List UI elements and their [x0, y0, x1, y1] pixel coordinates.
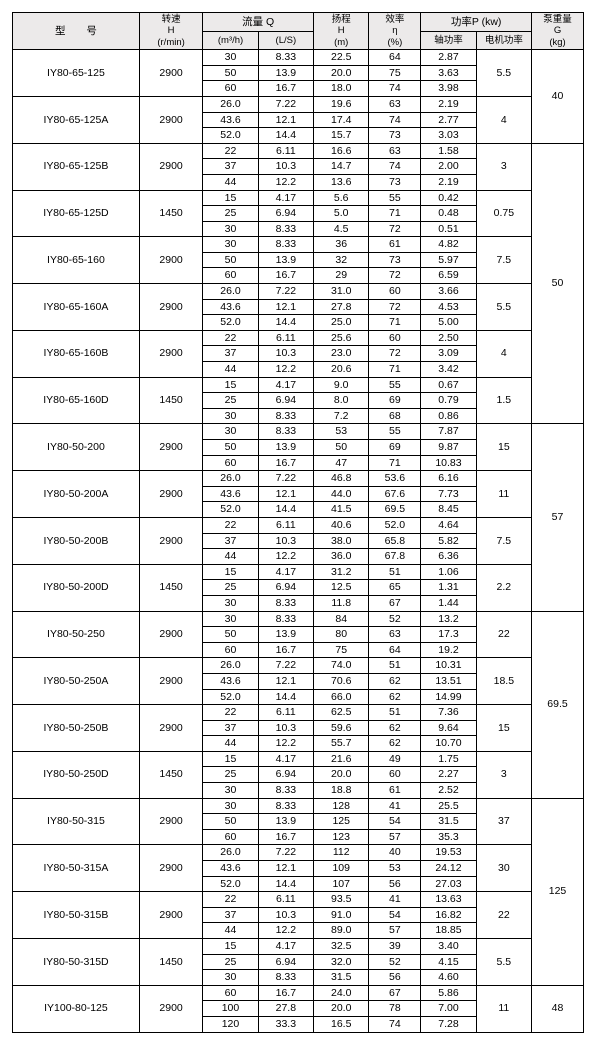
rpm: 1450 [139, 377, 202, 424]
rpm: 2900 [139, 284, 202, 331]
table-row: IY80-50-315D1450154.1732.5393.405.5 [13, 939, 584, 955]
motor-power: 11 [476, 471, 531, 518]
table-row: IY80-65-125D1450154.175.6550.420.75 [13, 190, 584, 206]
table-row: IY80-50-2002900308.3353557.871557 [13, 424, 584, 440]
table-row: IY80-50-315A290026.07.221124019.5330 [13, 845, 584, 861]
table-row: IY80-65-160B2900226.1125.6602.504 [13, 330, 584, 346]
table-row: IY80-65-125B2900226.1116.6631.58350 [13, 143, 584, 159]
motor-power: 18.5 [476, 658, 531, 705]
model-name: IY80-65-160D [13, 377, 140, 424]
weight: 48 [532, 985, 584, 1032]
model-name: IY80-50-200 [13, 424, 140, 471]
model-name: IY80-50-315A [13, 845, 140, 892]
weight: 69.5 [532, 611, 584, 798]
motor-power: 2.2 [476, 564, 531, 611]
rpm: 1450 [139, 751, 202, 798]
table-row: IY80-65-160A290026.07.2231.0603.665.5 [13, 284, 584, 300]
motor-power: 22 [476, 611, 531, 658]
table-row: IY80-65-1252900308.3322.5642.875.540 [13, 50, 584, 66]
model-name: IY80-65-125B [13, 143, 140, 190]
rpm: 2900 [139, 845, 202, 892]
table-row: IY80-65-1602900308.3336614.827.5 [13, 237, 584, 253]
rpm: 2900 [139, 471, 202, 518]
rpm: 2900 [139, 517, 202, 564]
table-row: IY80-65-125A290026.07.2219.6632.194 [13, 96, 584, 112]
motor-power: 11 [476, 985, 531, 1032]
model-name: IY80-65-125 [13, 50, 140, 97]
motor-power: 5.5 [476, 284, 531, 331]
motor-power: 4 [476, 330, 531, 377]
motor-power: 5.5 [476, 50, 531, 97]
table-row: IY80-65-160D1450154.179.0550.671.5 [13, 377, 584, 393]
rpm: 2900 [139, 424, 202, 471]
model-name: IY80-50-250A [13, 658, 140, 705]
table-row: IY100-80-12529006016.724.0675.861148 [13, 985, 584, 1001]
rpm: 2900 [139, 143, 202, 190]
motor-power: 7.5 [476, 237, 531, 284]
motor-power: 30 [476, 845, 531, 892]
model-name: IY80-50-315B [13, 892, 140, 939]
rpm: 1450 [139, 564, 202, 611]
motor-power: 0.75 [476, 190, 531, 237]
rpm: 2900 [139, 237, 202, 284]
motor-power: 3 [476, 143, 531, 190]
table-row: IY80-50-250D1450154.1721.6491.753 [13, 751, 584, 767]
motor-power: 37 [476, 798, 531, 845]
table-row: IY80-50-200A290026.07.2246.853.66.1611 [13, 471, 584, 487]
table-row: IY80-50-200B2900226.1140.652.04.647.5 [13, 517, 584, 533]
rpm: 2900 [139, 705, 202, 752]
model-name: IY80-50-315 [13, 798, 140, 845]
model-name: IY80-50-200B [13, 517, 140, 564]
rpm: 1450 [139, 190, 202, 237]
model-name: IY80-50-250D [13, 751, 140, 798]
motor-power: 1.5 [476, 377, 531, 424]
table-row: IY80-50-250A290026.07.2274.05110.3118.5 [13, 658, 584, 674]
rpm: 2900 [139, 611, 202, 658]
table-row: IY80-50-3152900308.331284125.537125 [13, 798, 584, 814]
table-row: IY80-50-250B2900226.1162.5517.3615 [13, 705, 584, 721]
rpm: 1450 [139, 939, 202, 986]
motor-power: 7.5 [476, 517, 531, 564]
rpm: 2900 [139, 658, 202, 705]
motor-power: 15 [476, 705, 531, 752]
model-name: IY80-50-250B [13, 705, 140, 752]
model-name: IY80-50-200A [13, 471, 140, 518]
rpm: 2900 [139, 330, 202, 377]
model-name: IY80-65-125D [13, 190, 140, 237]
motor-power: 3 [476, 751, 531, 798]
weight: 57 [532, 424, 584, 611]
pump-spec-table: 型 号转速H(r/min)流量 Q扬程H(m)效率η(%)功率P (kw)泵重量… [12, 12, 584, 1033]
motor-power: 15 [476, 424, 531, 471]
motor-power: 22 [476, 892, 531, 939]
rpm: 2900 [139, 96, 202, 143]
rpm: 2900 [139, 798, 202, 845]
model-name: IY80-65-160 [13, 237, 140, 284]
weight: 125 [532, 798, 584, 985]
weight: 50 [532, 143, 584, 424]
table-row: IY80-50-2502900308.33845213.22269.5 [13, 611, 584, 627]
model-name: IY80-50-315D [13, 939, 140, 986]
motor-power: 4 [476, 96, 531, 143]
table-row: IY80-50-315B2900226.1193.54113.6322 [13, 892, 584, 908]
model-name: IY80-65-160A [13, 284, 140, 331]
rpm: 2900 [139, 985, 202, 1032]
weight: 40 [532, 50, 584, 144]
motor-power: 5.5 [476, 939, 531, 986]
rpm: 2900 [139, 892, 202, 939]
model-name: IY100-80-125 [13, 985, 140, 1032]
model-name: IY80-50-250 [13, 611, 140, 658]
table-row: IY80-50-200D1450154.1731.2511.062.2 [13, 564, 584, 580]
model-name: IY80-65-160B [13, 330, 140, 377]
model-name: IY80-50-200D [13, 564, 140, 611]
rpm: 2900 [139, 50, 202, 97]
model-name: IY80-65-125A [13, 96, 140, 143]
